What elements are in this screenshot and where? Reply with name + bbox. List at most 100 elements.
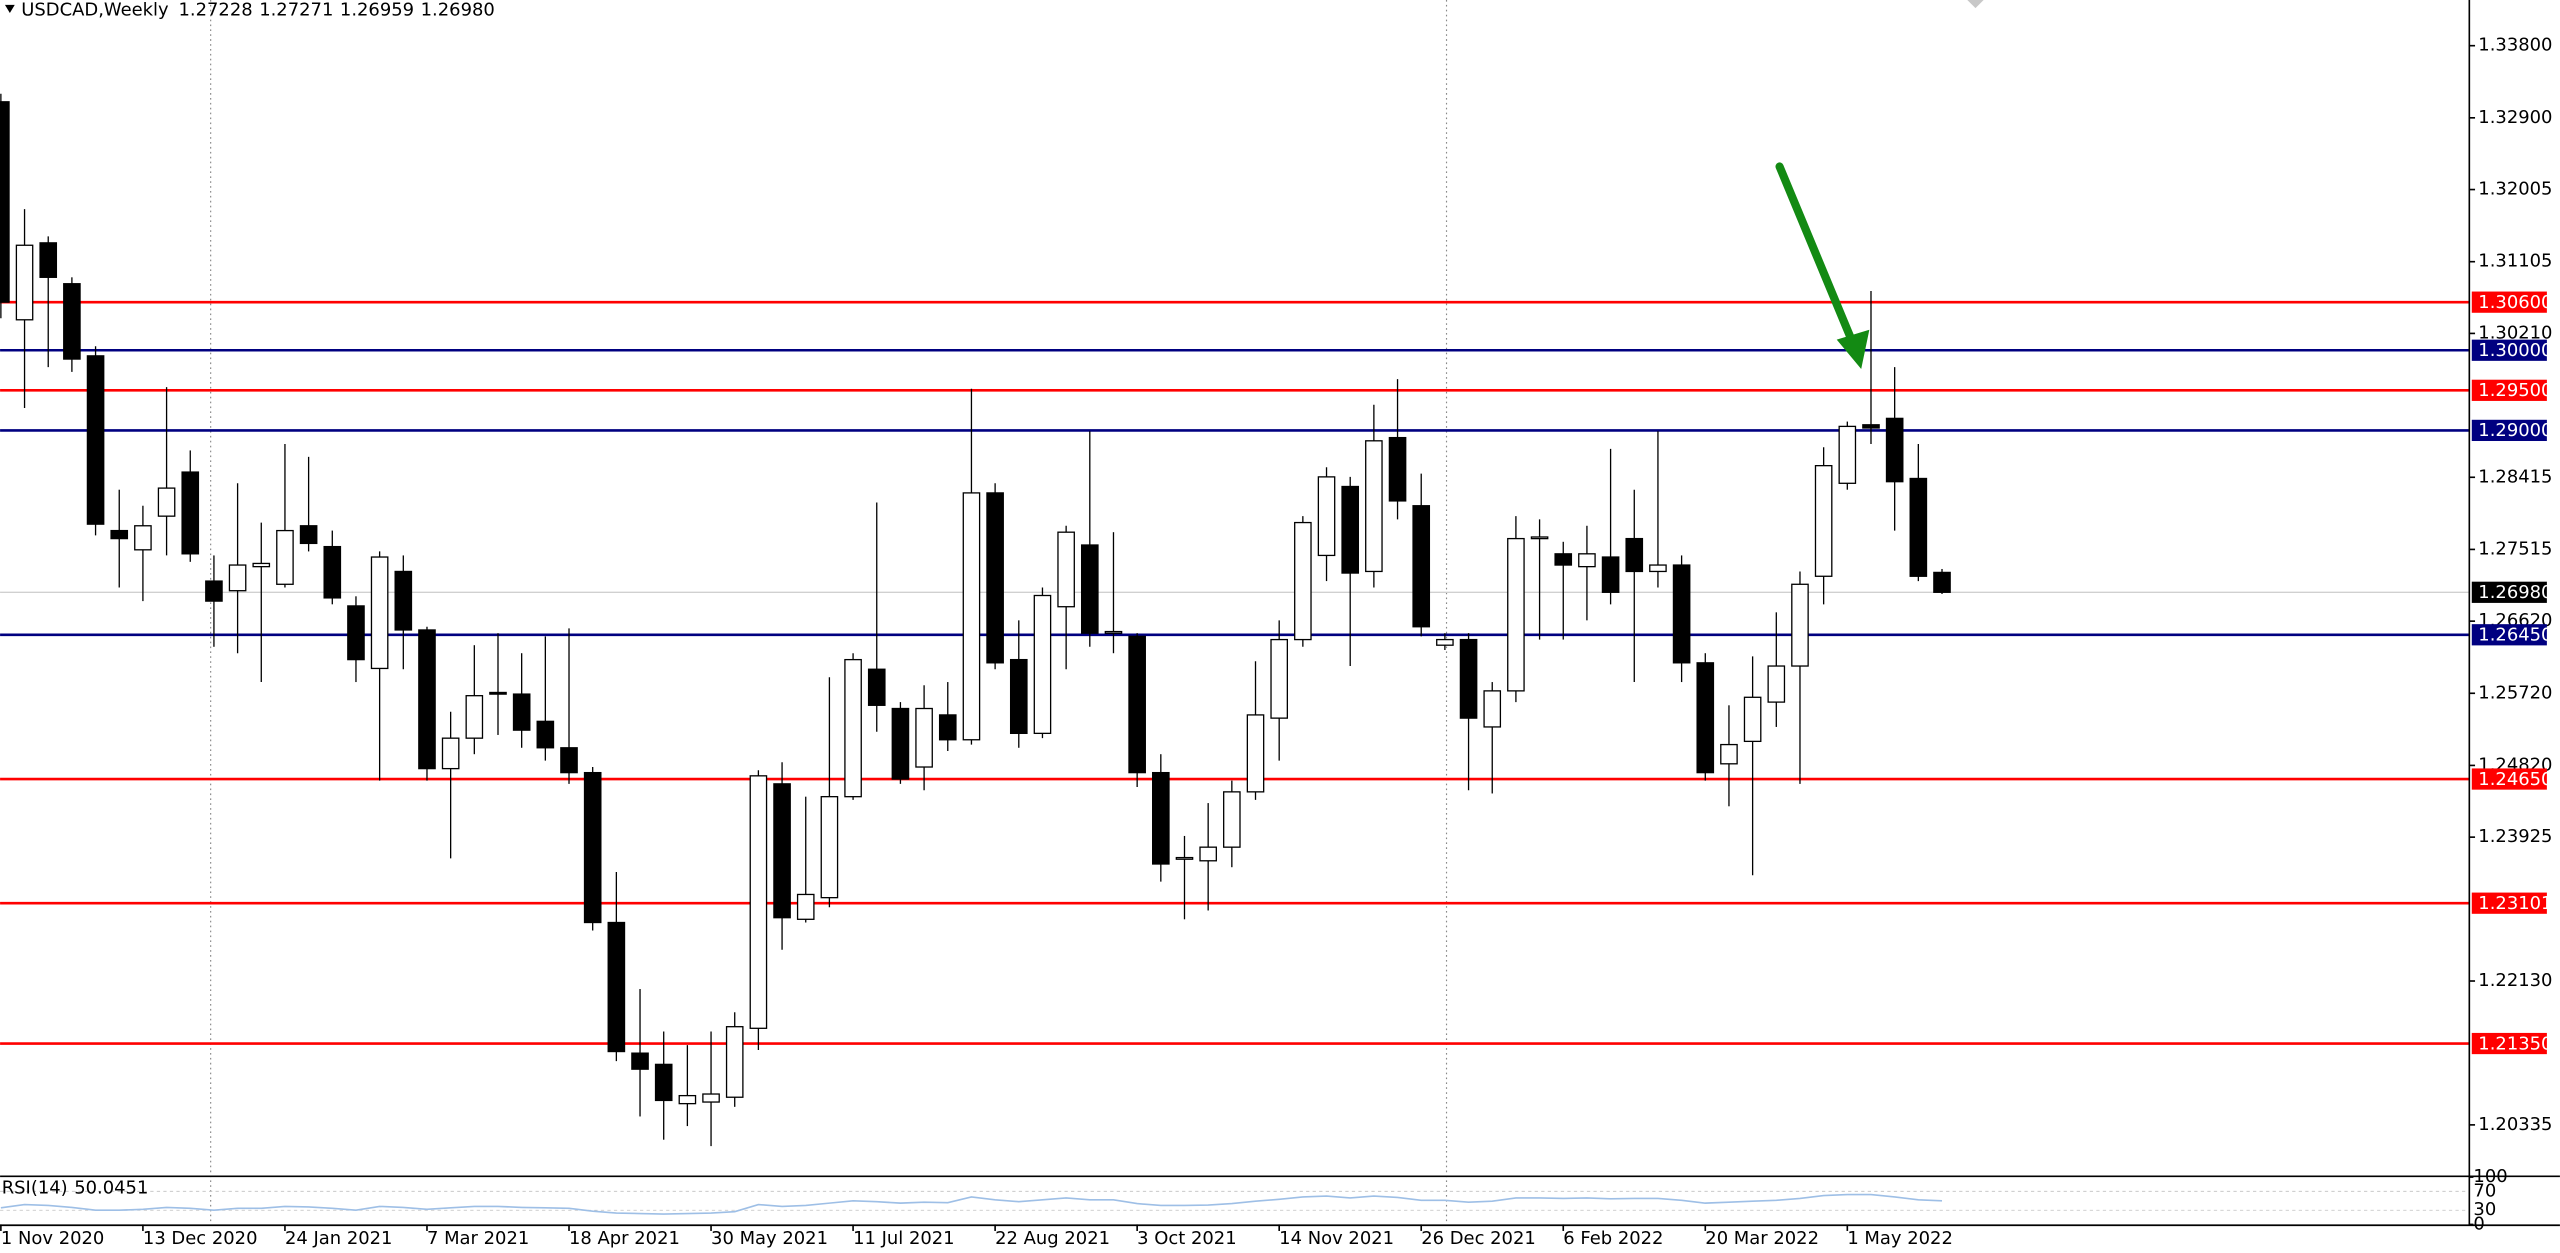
candle-body [583, 771, 602, 924]
candle-body [678, 1094, 697, 1105]
candle-body [1033, 594, 1052, 735]
x-tick-label: 20 Mar 2022 [1705, 1228, 1819, 1249]
candle-body [1672, 564, 1691, 664]
y-tick-label: 1.23925 [2478, 826, 2552, 847]
candle-body [441, 737, 460, 770]
last-price-label: 1.26980 [2478, 582, 2552, 603]
rsi-tick-label: 30 [2473, 1199, 2496, 1220]
candle-body [1128, 635, 1146, 774]
candle-body [276, 529, 294, 585]
candle-body [0, 101, 10, 303]
candle-body [867, 668, 886, 706]
candle-body [1696, 662, 1715, 774]
candle-body [773, 783, 791, 919]
candle-body [1862, 424, 1880, 429]
rsi-value: 50.0451 [74, 1178, 148, 1199]
candle-body [394, 570, 413, 631]
candle-body [134, 525, 152, 551]
candle-body [607, 921, 626, 1053]
candle-body [1601, 556, 1620, 593]
candle-body [1009, 658, 1028, 735]
level-tag [2471, 339, 2547, 361]
x-tick-label: 24 Jan 2021 [285, 1228, 393, 1249]
candle-body [63, 283, 81, 360]
candle-body [796, 893, 815, 920]
level-tag [2471, 624, 2547, 646]
y-tick-label: 1.31105 [2478, 251, 2552, 272]
x-tick-label: 22 Aug 2021 [995, 1228, 1110, 1249]
y-tick-label: 1.28415 [2478, 466, 2552, 487]
candle-body [86, 355, 105, 525]
candle-body [536, 720, 555, 749]
candle-body [1317, 476, 1336, 557]
candle-body [489, 691, 507, 695]
candle-body [465, 695, 484, 739]
level-tag [2471, 419, 2547, 442]
y-tick-label: 1.27515 [2478, 538, 2552, 559]
candle-body [1270, 638, 1288, 719]
rsi-tick-label: 0 [2473, 1213, 2484, 1234]
candle-body [157, 487, 176, 517]
candle-body [962, 492, 981, 741]
level-label: 1.23101 [2478, 893, 2552, 914]
y-tick-label: 1.30210 [2478, 322, 2552, 343]
candle-body [181, 471, 200, 555]
candle-body [1104, 630, 1123, 634]
y-tick-label: 1.32005 [2478, 179, 2552, 200]
candle-body [1199, 846, 1217, 862]
candle-body [1436, 638, 1454, 646]
arrow-shaft [1775, 162, 1856, 344]
candle-body [938, 714, 957, 741]
candle-body [228, 564, 247, 592]
candle-body [1743, 696, 1762, 743]
candle-body [1767, 665, 1786, 703]
candle-body [205, 580, 223, 602]
low-readout: 1.26959 [340, 0, 414, 21]
x-tick-label: 7 Mar 2021 [427, 1228, 529, 1249]
rsi-line [0, 1193, 1943, 1215]
y-tick-label: 1.32900 [2478, 107, 2552, 128]
level-label: 1.21350 [2478, 1033, 2552, 1054]
candle-body [1885, 417, 1904, 483]
candle-body [1838, 425, 1857, 484]
level-label: 1.30000 [2478, 340, 2552, 361]
candle-body [370, 556, 389, 670]
level-tag [2471, 1032, 2547, 1055]
candle-body [1152, 771, 1170, 865]
candle-body [725, 1026, 744, 1098]
candle-body [15, 244, 34, 321]
candle-body [418, 629, 436, 770]
collapse-icon[interactable] [4, 4, 15, 14]
candle-body [1175, 856, 1194, 860]
scroll-marker [1967, 0, 1984, 9]
rsi-tick-label: 100 [2473, 1166, 2507, 1187]
candle-body [1814, 465, 1833, 577]
candle-body [1459, 638, 1478, 719]
candle-body [1530, 536, 1549, 540]
marks: 1.33800 1.32900 1.32005 1.31105 1.30210 1.284… [0, 35, 2552, 1249]
candle-body [631, 1052, 649, 1070]
level-label: 1.24650 [2478, 769, 2552, 790]
candle-body [1791, 583, 1809, 667]
candle-body [1080, 544, 1099, 634]
candle-body [1246, 714, 1265, 793]
open-readout: 1.27228 [178, 0, 252, 21]
x-tick-label: 1 Nov 2020 [1, 1228, 104, 1249]
candle-body [820, 796, 839, 899]
candle-body [1909, 477, 1928, 577]
candle-body [1554, 553, 1573, 566]
candle-body [252, 562, 271, 568]
level-tag [2471, 768, 2547, 790]
level-tag [2471, 291, 2547, 313]
last-price-tag [2471, 581, 2547, 603]
candle-body [915, 707, 933, 768]
rsi-name: RSI(14) [2, 1178, 68, 1199]
candle-body [323, 545, 342, 599]
candle-body [654, 1063, 673, 1102]
y-tick-label: 1.25720 [2478, 682, 2552, 703]
candle-body [512, 693, 531, 731]
candle-body [39, 242, 58, 278]
rsi-title: RSI(14) 50.0451 [2, 1178, 149, 1199]
